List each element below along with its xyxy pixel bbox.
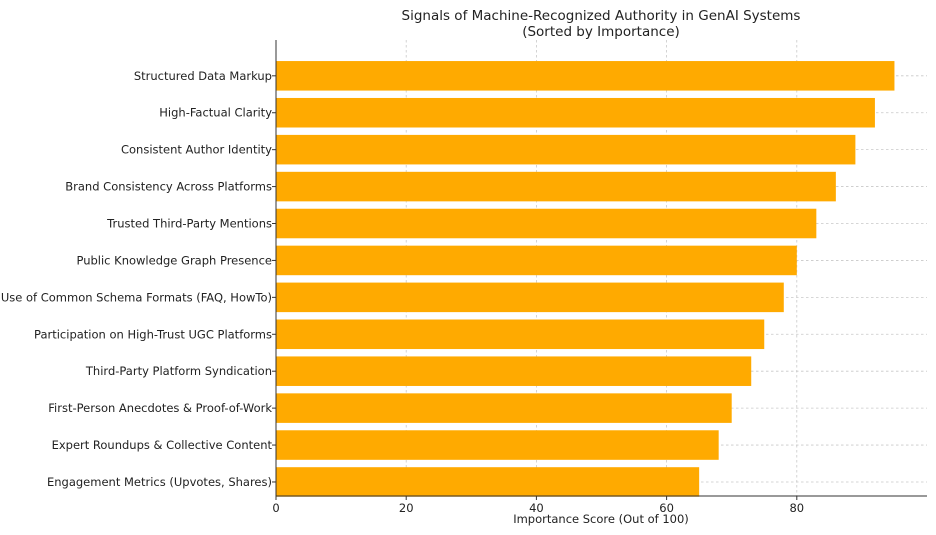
y-tick-label: High-Factual Clarity bbox=[159, 106, 272, 120]
bar bbox=[276, 467, 700, 497]
chart-subtitle: (Sorted by Importance) bbox=[522, 24, 680, 40]
x-tick-label: 20 bbox=[399, 501, 414, 515]
bar bbox=[276, 208, 817, 239]
x-axis-label: Importance Score (Out of 100) bbox=[513, 512, 689, 526]
bar bbox=[276, 356, 752, 386]
bars bbox=[276, 61, 895, 497]
tick-labels: 0 20 40 60 80 Structured Data Markup High-Fact… bbox=[1, 69, 804, 515]
y-tick-label: Consistent Author Identity bbox=[121, 143, 272, 157]
x-tick-label: 40 bbox=[529, 501, 544, 515]
y-tick-label: Structured Data Markup bbox=[134, 69, 272, 83]
x-tick-label: 80 bbox=[789, 501, 804, 515]
x-tick-label: 60 bbox=[659, 501, 674, 515]
bar bbox=[276, 245, 797, 276]
x-tick-label: 0 bbox=[272, 501, 279, 515]
axes bbox=[272, 40, 927, 500]
y-tick-label: Third-Party Platform Syndication bbox=[85, 364, 272, 378]
y-tick-label: Expert Roundups & Collective Content bbox=[52, 438, 273, 452]
bar bbox=[276, 97, 875, 128]
y-tick-label: Public Knowledge Graph Presence bbox=[76, 253, 272, 267]
y-tick-label: First-Person Anecdotes & Proof-of-Work bbox=[48, 401, 272, 415]
bar bbox=[276, 134, 856, 165]
y-tick-label: Use of Common Schema Formats (FAQ, HowTo… bbox=[1, 290, 272, 304]
bar bbox=[276, 393, 732, 423]
bar bbox=[276, 430, 719, 460]
chart-title: Signals of Machine-Recognized Authority … bbox=[402, 8, 801, 24]
y-tick-label: Engagement Metrics (Upvotes, Shares) bbox=[47, 475, 272, 489]
bar bbox=[276, 61, 895, 91]
bar bbox=[276, 319, 765, 350]
y-tick-label: Brand Consistency Across Platforms bbox=[65, 180, 272, 194]
bar bbox=[276, 171, 836, 202]
bar bbox=[276, 282, 784, 313]
y-tick-label: Trusted Third-Party Mentions bbox=[106, 217, 272, 231]
y-tick-label: Participation on High-Trust UGC Platform… bbox=[34, 327, 272, 341]
